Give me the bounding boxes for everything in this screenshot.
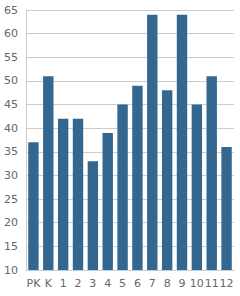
svg-text:45: 45 xyxy=(4,98,18,111)
svg-text:55: 55 xyxy=(4,51,18,64)
svg-text:2: 2 xyxy=(75,277,82,290)
svg-text:3: 3 xyxy=(89,277,96,290)
svg-text:9: 9 xyxy=(179,277,186,290)
svg-text:10: 10 xyxy=(190,277,204,290)
svg-text:11: 11 xyxy=(205,277,219,290)
svg-text:8: 8 xyxy=(164,277,171,290)
svg-text:50: 50 xyxy=(4,74,18,87)
svg-text:60: 60 xyxy=(4,27,18,40)
svg-text:PK: PK xyxy=(26,277,41,290)
svg-text:6: 6 xyxy=(134,277,141,290)
svg-text:65: 65 xyxy=(4,4,18,17)
svg-text:15: 15 xyxy=(4,240,18,253)
svg-text:1: 1 xyxy=(60,277,67,290)
svg-text:5: 5 xyxy=(119,277,126,290)
svg-text:10: 10 xyxy=(4,264,18,277)
svg-text:30: 30 xyxy=(4,169,18,182)
svg-text:20: 20 xyxy=(4,216,18,229)
svg-text:35: 35 xyxy=(4,145,18,158)
svg-text:12: 12 xyxy=(220,277,234,290)
svg-text:25: 25 xyxy=(4,193,18,206)
svg-text:40: 40 xyxy=(4,122,18,135)
svg-text:K: K xyxy=(45,277,53,290)
svg-text:7: 7 xyxy=(149,277,156,290)
svg-text:4: 4 xyxy=(104,277,111,290)
